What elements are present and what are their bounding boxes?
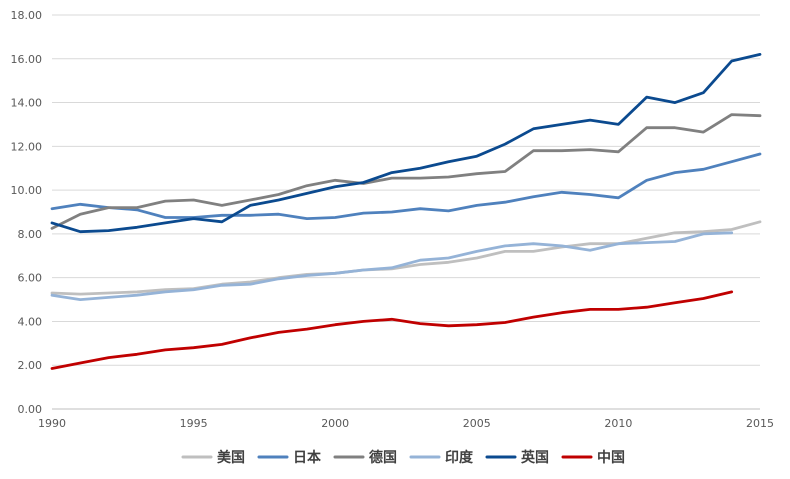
legend-item: 美国 [181,449,245,466]
legend: 美国 日本 德国 印度 英国 中国 [181,449,625,466]
legend-item: 英国 [485,449,549,466]
legend-item: 日本 [257,449,322,466]
series-line-1 [50,152,762,221]
axes: 0.00 2.00 4.00 6.00 8.00 10.00 12.00 14.00 16.00… [11,9,775,430]
legend-label: 美国 [217,449,245,466]
legend-item: 印度 [409,449,474,466]
legend-label: 印度 [445,449,474,466]
y-tick-label: 4.00 [18,315,43,328]
y-tick-label: 16.00 [11,53,43,66]
x-tick-label: 1990 [38,417,66,430]
y-tick-label: 8.00 [18,228,43,241]
legend-label: 英国 [520,449,549,466]
y-tick-label: 0.00 [18,403,43,416]
series-line-2 [50,113,762,230]
y-tick-label: 2.00 [18,359,43,372]
y-tick-label: 12.00 [11,140,43,153]
legend-label: 德国 [369,449,397,466]
y-tick-label: 18.00 [11,9,43,22]
legend-item: 德国 [333,449,397,466]
x-tick-label: 2005 [463,417,491,430]
x-tick-label: 2000 [321,417,349,430]
gridlines [52,14,760,410]
y-tick-label: 10.00 [11,184,43,197]
series-lines [50,53,762,370]
x-tick-label: 2010 [604,417,632,430]
series-line-5 [50,290,734,370]
x-tick-label: 2015 [746,417,774,430]
legend-item: 中国 [561,449,625,466]
y-tick-label: 6.00 [18,272,43,285]
legend-label: 中国 [597,449,625,466]
x-tick-label: 1995 [180,417,208,430]
series-line-3 [50,231,734,302]
y-tick-label: 14.00 [11,97,43,110]
series-line-0 [50,220,762,296]
series-line-4 [50,53,762,234]
legend-label: 日本 [293,449,322,466]
